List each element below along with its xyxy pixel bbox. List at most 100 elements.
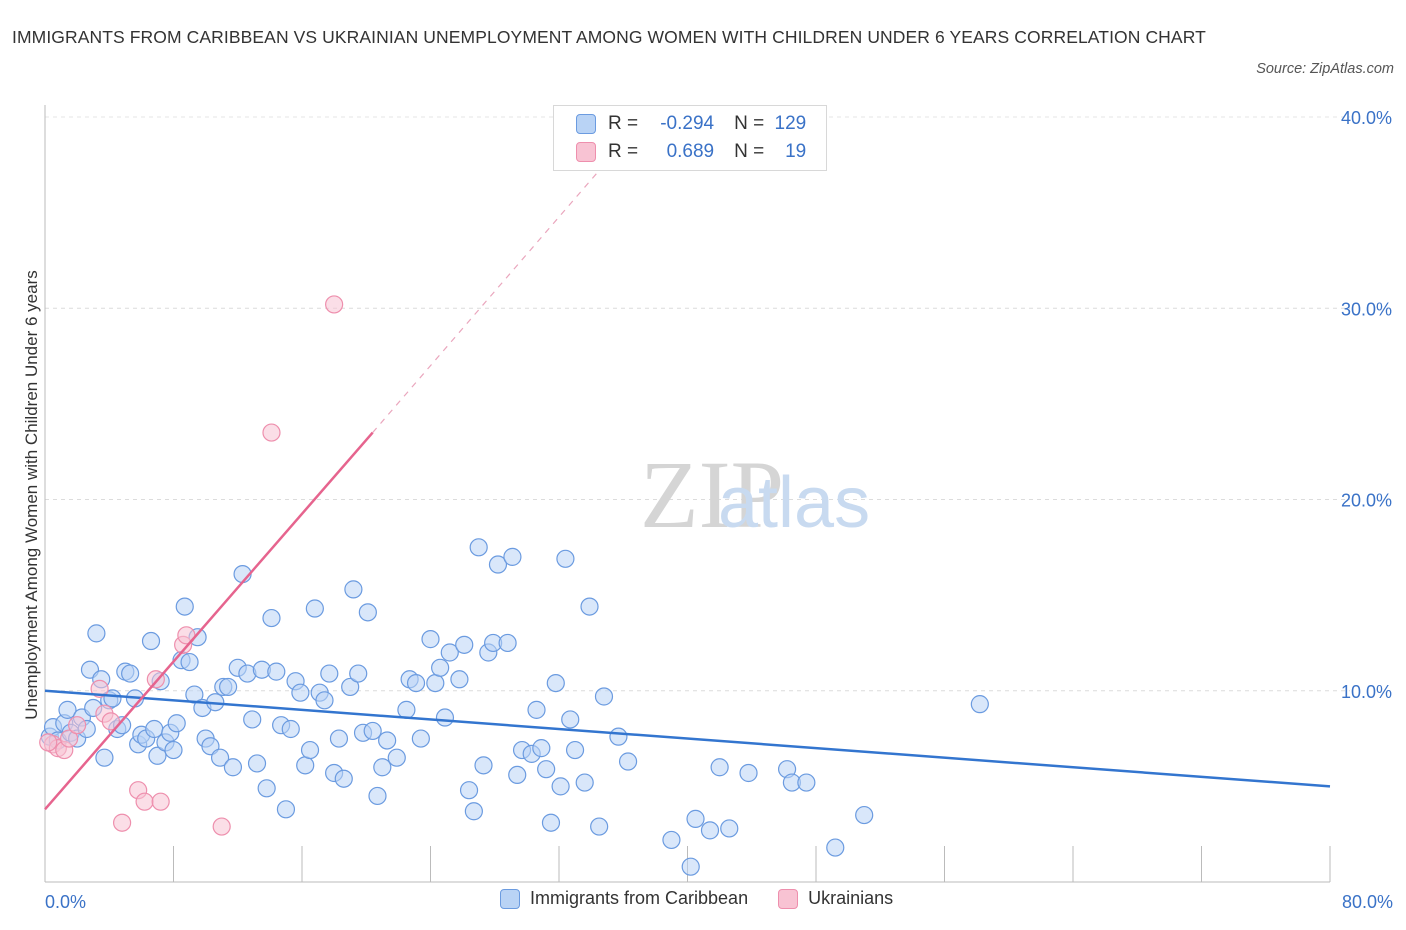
caribbean-point <box>219 677 238 697</box>
caribbean-point <box>87 624 106 643</box>
stats-r-label: R = <box>608 113 639 134</box>
stats-box: R = -0.294 N = 129 R = 0.689 N = 19 <box>553 105 827 171</box>
x-tick-labels: 0.0% 80.0% <box>45 892 1393 912</box>
caribbean-point <box>121 664 140 683</box>
caribbean-point <box>686 809 705 828</box>
caribbean-point <box>175 597 194 616</box>
caribbean-point <box>575 773 594 792</box>
caribbean-point <box>368 786 387 806</box>
caribbean-point <box>95 748 114 767</box>
caribbean-point <box>276 800 296 819</box>
caribbean-point <box>551 777 570 796</box>
caribbean-point <box>281 719 300 739</box>
trend-lines <box>44 168 1331 811</box>
caribbean-point <box>387 748 406 767</box>
y-tick-label: 30.0% <box>1341 299 1392 319</box>
ukrainians-point <box>212 817 231 836</box>
caribbean-point <box>435 708 455 727</box>
stats-r-value: -0.294 <box>660 113 715 134</box>
caribbean-point <box>320 664 339 683</box>
ukrainians-point <box>101 712 120 731</box>
caribbean-point <box>431 658 450 677</box>
stats-row-ukrainians: R = 0.689 N = 19 <box>576 138 806 166</box>
ukrainians-point <box>112 813 132 832</box>
series-caribbean-points <box>40 538 989 876</box>
y-axis-label: Unemployment Among Women with Children U… <box>22 270 41 719</box>
caribbean-point <box>474 756 493 775</box>
legend-swatch-blue <box>500 888 520 909</box>
caribbean-point <box>855 805 874 825</box>
caribbean-point <box>267 662 286 681</box>
caribbean-point <box>503 547 522 566</box>
caribbean-point <box>300 740 320 760</box>
caribbean-point <box>826 838 845 857</box>
caribbean-point <box>180 652 199 672</box>
caribbean-point <box>145 719 164 739</box>
caribbean-point <box>459 781 479 800</box>
stats-n-value: 19 <box>785 141 807 162</box>
caribbean-point <box>373 758 392 777</box>
watermark-zip: ZIP <box>640 441 784 548</box>
y-tick-label: 40.0% <box>1341 108 1392 128</box>
y-tick-label: 10.0% <box>1341 682 1392 702</box>
caribbean-point <box>411 729 430 748</box>
caribbean-point <box>247 754 267 773</box>
stats-n-label: N = <box>734 141 765 162</box>
caribbean-point <box>243 710 262 729</box>
caribbean-point <box>378 731 397 750</box>
legend-label: Immigrants from Caribbean <box>530 888 749 908</box>
caribbean-point <box>469 538 488 557</box>
x-tick-label-min: 0.0% <box>45 892 86 912</box>
caribbean-point <box>406 673 426 693</box>
chart-title: IMMIGRANTS FROM CARIBBEAN VS UKRAINIAN U… <box>12 27 1206 47</box>
ukrainians-point <box>151 792 170 811</box>
caribbean-point <box>257 779 276 798</box>
caribbean-point <box>970 695 989 714</box>
caribbean-point <box>455 635 474 654</box>
caribbean-point <box>618 752 638 771</box>
caribbean-point <box>334 769 353 788</box>
caribbean-trend-line <box>44 689 1331 788</box>
y-tick-labels: 10.0% 20.0% 30.0% 40.0% <box>1341 108 1392 702</box>
caribbean-point <box>498 633 517 653</box>
caribbean-point <box>541 813 561 832</box>
stats-swatch-blue <box>576 114 596 134</box>
caribbean-point <box>594 687 614 706</box>
caribbean-point <box>363 721 382 741</box>
ukrainians-point <box>262 423 281 442</box>
caribbean-point <box>344 580 363 599</box>
caribbean-point <box>561 710 580 729</box>
caribbean-point <box>262 608 281 628</box>
axes <box>44 105 1331 883</box>
caribbean-point <box>556 549 575 568</box>
caribbean-point <box>464 802 483 821</box>
legend-item-ukrainians: Ukrainians <box>778 888 893 909</box>
caribbean-point <box>440 643 459 662</box>
caribbean-point <box>527 700 546 719</box>
x-tick-label-max: 80.0% <box>1342 892 1393 912</box>
caribbean-point <box>421 630 440 649</box>
caribbean-point <box>305 599 324 618</box>
caribbean-point <box>508 765 527 785</box>
ukrainians-trend-line <box>44 431 374 811</box>
series-ukrainians-points <box>39 295 344 836</box>
ukrainians-point <box>146 670 165 689</box>
chart-legend: Immigrants from Caribbean Ukrainians <box>500 888 923 909</box>
caribbean-point <box>662 830 681 850</box>
caribbean-point <box>450 670 469 689</box>
caribbean-point <box>710 758 729 777</box>
ukrainians-point <box>39 733 58 752</box>
ukrainians-trend-extension <box>372 168 602 433</box>
caribbean-point <box>358 603 377 622</box>
caribbean-point <box>296 756 315 775</box>
caribbean-point <box>537 760 556 779</box>
caribbean-point <box>164 740 183 760</box>
caribbean-point <box>797 773 816 792</box>
caribbean-point <box>700 821 720 840</box>
caribbean-point <box>565 740 585 760</box>
caribbean-point <box>141 631 161 651</box>
caribbean-point <box>341 677 360 697</box>
caribbean-point <box>223 758 243 777</box>
grid-lines <box>45 116 1350 692</box>
